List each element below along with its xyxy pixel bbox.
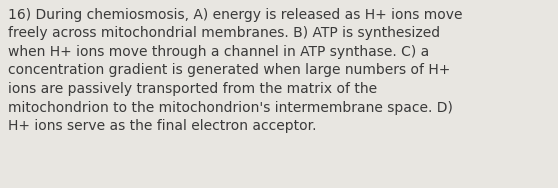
Text: 16) During chemiosmosis, A) energy is released as H+ ions move
freely across mit: 16) During chemiosmosis, A) energy is re…	[8, 8, 463, 133]
